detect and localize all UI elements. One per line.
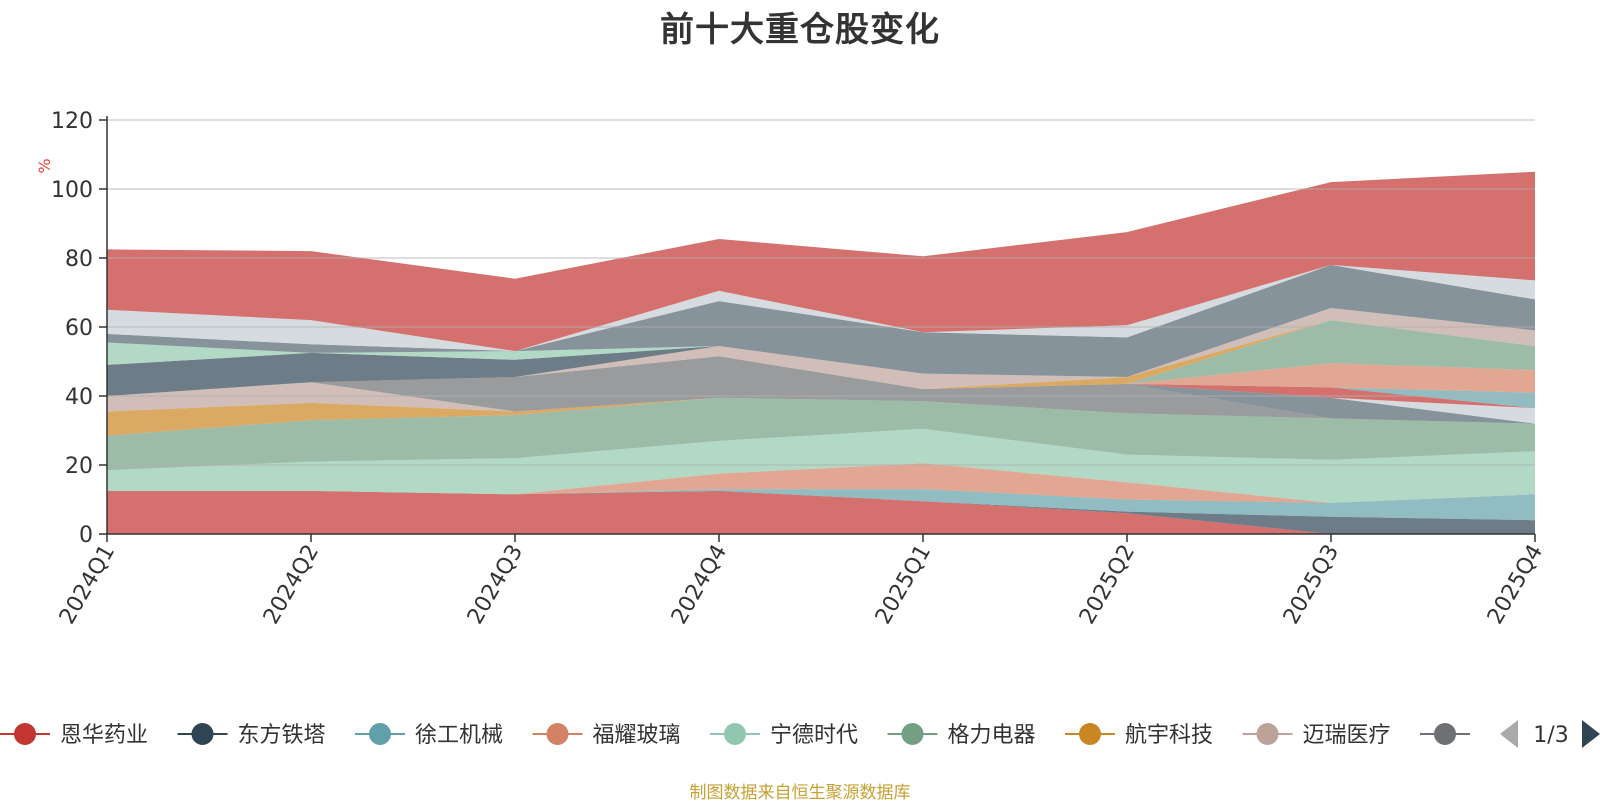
legend-page-indicator: 1/3 xyxy=(1533,723,1568,748)
legend-circle-icon xyxy=(901,723,924,745)
legend-label: 福耀玻璃 xyxy=(593,723,681,748)
x-tick-label: 2025Q2 xyxy=(1075,541,1140,629)
area-series-16[interactable] xyxy=(107,308,1535,396)
y-tick-label: 60 xyxy=(65,316,93,341)
legend-item-7[interactable]: 迈瑞医疗 xyxy=(1242,723,1391,748)
area-series-4[interactable] xyxy=(107,428,1535,503)
area-series-8[interactable] xyxy=(107,356,1535,424)
x-tick-label: 2025Q1 xyxy=(871,541,936,629)
source-note: 制图数据来自恒生聚源数据库 xyxy=(689,783,911,803)
legend-item-4[interactable]: 宁德时代 xyxy=(710,723,858,748)
area-series-2[interactable] xyxy=(107,489,1535,521)
grid-layer xyxy=(107,119,1535,466)
y-tick-label: 20 xyxy=(65,454,93,479)
legend-item-5[interactable]: 格力电器 xyxy=(887,723,1036,748)
legend-item-1[interactable]: 东方铁塔 xyxy=(177,723,326,748)
y-tick-label: 80 xyxy=(65,247,93,272)
area-series-3[interactable] xyxy=(107,463,1535,503)
y-tick-label: 0 xyxy=(79,523,93,548)
legend-item-3[interactable]: 福耀玻璃 xyxy=(532,723,681,748)
prev-page-icon[interactable] xyxy=(1500,720,1518,748)
legend-circle-icon xyxy=(369,723,391,745)
legend-circle-icon xyxy=(1256,723,1279,745)
area-series-14[interactable] xyxy=(107,320,1535,396)
next-page-icon[interactable] xyxy=(1582,720,1600,748)
area-series-0[interactable] xyxy=(107,490,1535,534)
legend-circle-icon xyxy=(724,723,746,745)
legend-circle-icon xyxy=(1079,723,1101,745)
x-tick-label: 2024Q4 xyxy=(667,541,732,629)
legend-label: 宁德时代 xyxy=(770,723,858,748)
legend-label: 恩华药业 xyxy=(60,723,148,748)
x-tick-label: 2024Q2 xyxy=(259,541,324,629)
area-series-9[interactable] xyxy=(107,356,1535,424)
area-series-13[interactable] xyxy=(107,356,1535,396)
legend-label: 迈瑞医疗 xyxy=(1303,723,1391,748)
area-series-19[interactable] xyxy=(107,264,1535,377)
legend-label: 徐工机械 xyxy=(415,723,503,748)
y-tick-label: 40 xyxy=(65,385,93,410)
area-series-1[interactable] xyxy=(107,490,1535,534)
legend-label: 航宇科技 xyxy=(1125,723,1213,748)
legend-circle-icon xyxy=(1434,723,1456,745)
legend-item-2[interactable]: 徐工机械 xyxy=(355,723,503,748)
area-series-17[interactable] xyxy=(107,308,1535,396)
chart-title: 前十大重仓股变化 xyxy=(660,10,940,50)
area-series-20[interactable] xyxy=(107,264,1535,352)
x-tick-label: 2024Q1 xyxy=(55,541,120,629)
area-layer xyxy=(107,171,1535,534)
x-tick-label: 2024Q3 xyxy=(463,541,528,629)
y-axis-unit: % xyxy=(35,158,54,173)
y-tick-label: 120 xyxy=(51,109,93,134)
legend-item-0[interactable]: 恩华药业 xyxy=(0,723,148,748)
area-series-5[interactable] xyxy=(107,397,1535,471)
legend-circle-icon xyxy=(546,723,569,745)
x-tick-label: 2025Q4 xyxy=(1483,541,1548,629)
area-series-21[interactable] xyxy=(107,171,1535,352)
legend-label: 东方铁塔 xyxy=(238,723,326,748)
area-series-7[interactable] xyxy=(107,382,1535,424)
legend-pager: 1/3 xyxy=(1494,712,1600,758)
legend-item-6[interactable]: 航宇科技 xyxy=(1065,723,1213,748)
legend-circle-icon xyxy=(191,723,214,745)
y-tick-label: 100 xyxy=(51,178,93,203)
area-series-6[interactable] xyxy=(107,397,1535,436)
legend-label: 格力电器 xyxy=(948,723,1036,748)
legend-item-8[interactable] xyxy=(1420,723,1470,745)
legend: 恩华药业 东方铁塔 徐工机械 福耀玻璃 宁德时代 格力电器 航宇科技 迈瑞医疗 1/3 xyxy=(0,712,1600,758)
x-tick-label: 2025Q3 xyxy=(1279,541,1344,629)
legend-circle-icon xyxy=(14,723,36,745)
